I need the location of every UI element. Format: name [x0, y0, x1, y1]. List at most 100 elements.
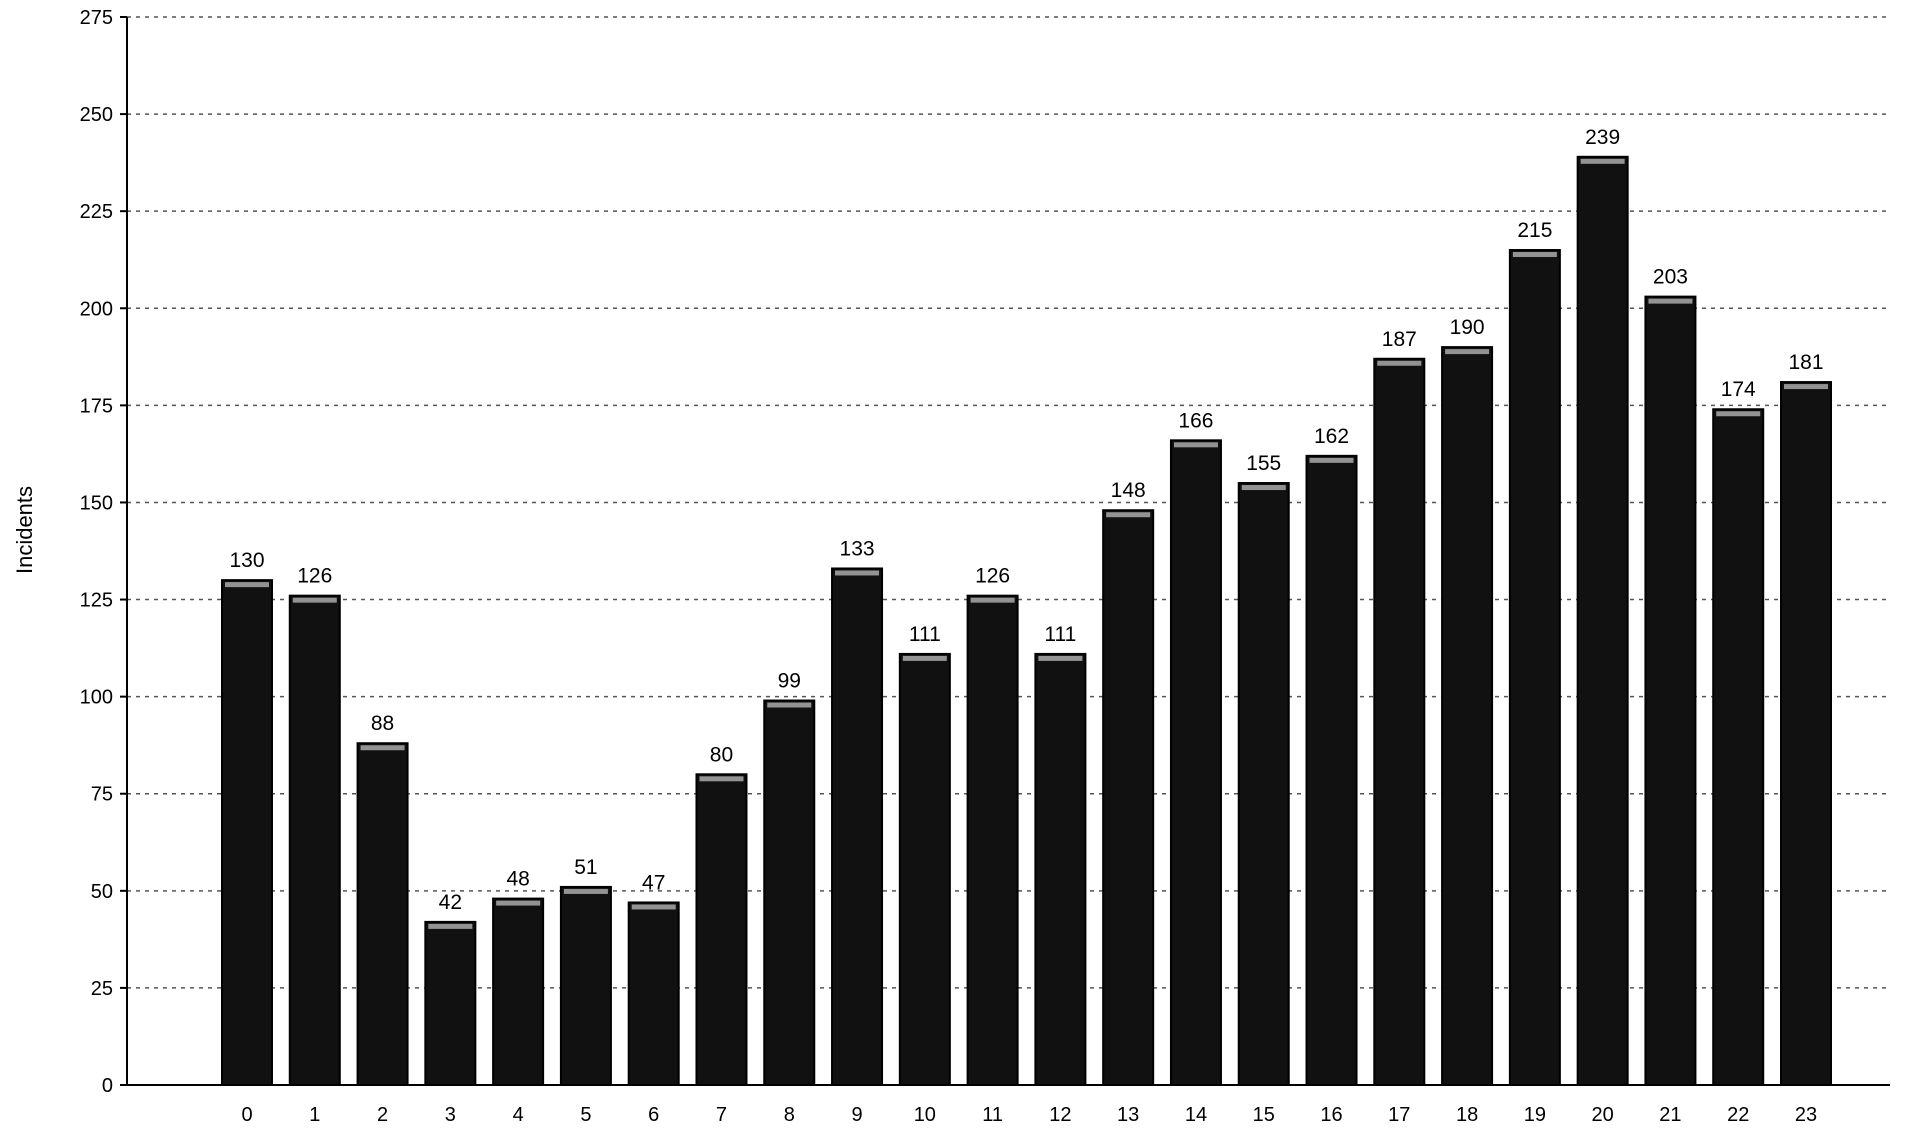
- x-axis-ticks: 0 1 2 3 4 5 6 7 8 9 10 11 12 13 14 15 16 17 18 19 20 21 22 23: [241, 1104, 1817, 1126]
- x-tick-label: 5: [580, 1104, 591, 1126]
- bar: [1576, 155, 1629, 1086]
- bar: [492, 897, 545, 1086]
- bar-top-highlight: [1241, 485, 1286, 491]
- bar-value-label: 80: [710, 743, 733, 766]
- bar-value-label: 130: [229, 549, 264, 572]
- bar-top-highlight: [496, 900, 541, 906]
- y-tick-label: 175: [80, 395, 113, 417]
- x-tick-label: 0: [241, 1104, 252, 1126]
- x-tick-label: 10: [914, 1104, 936, 1126]
- x-tick-label: 15: [1253, 1104, 1275, 1126]
- x-tick-label: 17: [1388, 1104, 1410, 1126]
- bar-top-highlight: [1106, 512, 1151, 518]
- x-tick-label: 7: [716, 1104, 727, 1126]
- x-tick-label: 8: [784, 1104, 795, 1126]
- bar-value-label: 99: [778, 670, 801, 693]
- bar-top-highlight: [360, 745, 405, 751]
- x-tick-label: 22: [1727, 1104, 1749, 1126]
- y-tick-label: 125: [80, 590, 113, 612]
- x-tick-label: 19: [1524, 1104, 1546, 1126]
- bar-top-highlight: [1580, 158, 1625, 164]
- bar: [1508, 249, 1561, 1086]
- y-tick-label: 150: [80, 492, 113, 514]
- x-tick-label: 20: [1592, 1104, 1614, 1126]
- bar-value-label: 162: [1314, 425, 1349, 448]
- bar: [1712, 408, 1765, 1087]
- bar-value-label: 215: [1517, 219, 1552, 242]
- bar-value-label: 51: [574, 856, 597, 879]
- bar: [424, 920, 477, 1086]
- y-tick-label: 25: [91, 978, 113, 1000]
- bar-top-highlight: [902, 655, 947, 661]
- x-tick-label: 4: [513, 1104, 524, 1126]
- bar-value-label: 126: [975, 565, 1010, 588]
- bar-top-highlight: [1173, 442, 1218, 448]
- bar-value-label: 166: [1178, 409, 1213, 432]
- bar: [627, 901, 680, 1087]
- y-axis-title: Incidents: [12, 486, 37, 574]
- bar: [966, 594, 1019, 1086]
- bar-top-highlight: [1445, 349, 1490, 355]
- y-tick-label: 200: [80, 298, 113, 320]
- bar-top-highlight: [631, 904, 676, 910]
- y-tick-label: 100: [80, 687, 113, 709]
- x-tick-label: 23: [1795, 1104, 1817, 1126]
- bar-value-label: 190: [1450, 316, 1485, 339]
- bar-top-highlight: [1309, 457, 1354, 463]
- bar: [221, 579, 273, 1086]
- bar: [288, 594, 341, 1086]
- bar-top-highlight: [1377, 360, 1422, 366]
- bar-top-highlight: [428, 923, 473, 929]
- y-tick-label: 50: [91, 881, 113, 903]
- x-tick-label: 13: [1117, 1104, 1139, 1126]
- x-tick-label: 9: [851, 1104, 862, 1126]
- x-tick-label: 21: [1659, 1104, 1681, 1126]
- x-tick-label: 2: [377, 1104, 388, 1126]
- bar-top-highlight: [563, 888, 608, 894]
- bar: [1644, 295, 1697, 1086]
- bar: [1780, 381, 1832, 1086]
- bar-value-label: 239: [1585, 126, 1620, 149]
- bar: [1237, 482, 1290, 1086]
- bar-value-label: 174: [1721, 378, 1756, 401]
- bar-top-highlight: [835, 570, 880, 576]
- bar: [831, 567, 884, 1086]
- x-tick-label: 18: [1456, 1104, 1478, 1126]
- y-tick-label: 75: [91, 784, 113, 806]
- bar-value-label: 47: [642, 871, 665, 894]
- bar: [695, 773, 748, 1086]
- bar: [559, 885, 612, 1087]
- bar-top-highlight: [1648, 298, 1693, 304]
- bar: [898, 652, 951, 1087]
- x-tick-label: 6: [648, 1104, 659, 1126]
- bar-top-highlight: [767, 702, 812, 708]
- bar-top-highlight: [970, 597, 1015, 603]
- x-tick-label: 12: [1049, 1104, 1071, 1126]
- x-tick-label: 14: [1185, 1104, 1207, 1126]
- bar: [1441, 346, 1494, 1087]
- bar-value-label: 133: [840, 537, 875, 560]
- bar: [763, 699, 816, 1087]
- bar-value-label: 126: [297, 565, 332, 588]
- bar-top-highlight: [1716, 411, 1761, 417]
- y-tick-label: 275: [80, 7, 113, 29]
- bar-top-highlight: [1784, 384, 1828, 390]
- bar: [356, 742, 409, 1086]
- bar-top-highlight: [1038, 655, 1083, 661]
- x-tick-label: 11: [982, 1104, 1003, 1126]
- y-tick-label: 0: [102, 1075, 113, 1097]
- y-axis-ticks: 0 25 50 75 100 125 150 175 200 225 250 275: [80, 7, 127, 1097]
- bar-value-label: 187: [1382, 328, 1417, 351]
- x-tick-label: 1: [309, 1104, 320, 1126]
- bar-value-label: 155: [1246, 452, 1281, 475]
- bar-top-highlight: [225, 582, 269, 588]
- bar-top-highlight: [699, 776, 744, 782]
- bar-value-label: 148: [1111, 479, 1146, 502]
- bar: [1034, 652, 1087, 1087]
- bar: [1169, 439, 1222, 1087]
- bar: [1305, 454, 1358, 1087]
- bar-top-highlight: [292, 597, 337, 603]
- bar-value-label: 42: [439, 891, 462, 914]
- y-tick-label: 225: [80, 201, 113, 223]
